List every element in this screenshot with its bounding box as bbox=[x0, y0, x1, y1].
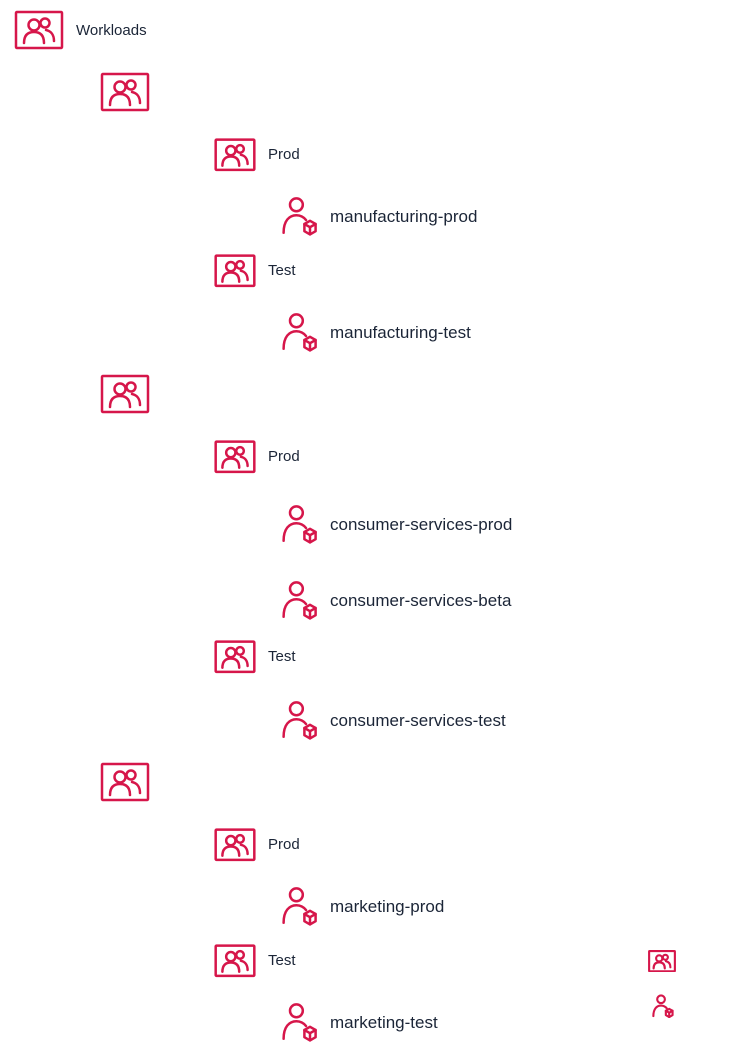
org-unit-label: Test bbox=[268, 649, 296, 664]
account-icon bbox=[278, 1002, 318, 1047]
account-label: marketing-prod bbox=[330, 898, 444, 915]
account-icon bbox=[278, 886, 318, 931]
account-icon bbox=[278, 504, 318, 549]
org-unit-label: Prod bbox=[268, 449, 300, 464]
org-unit-label: Prod bbox=[268, 837, 300, 852]
account-label: consumer-services-prod bbox=[330, 516, 512, 533]
org-unit-icon bbox=[214, 440, 256, 479]
org-unit-label: Test bbox=[268, 263, 296, 278]
account-icon bbox=[278, 312, 318, 357]
account-label: consumer-services-beta bbox=[330, 592, 511, 609]
account-label: manufacturing-prod bbox=[330, 208, 477, 225]
org-unit-icon bbox=[214, 944, 256, 983]
legend-account-icon bbox=[650, 994, 674, 1023]
org-tree-diagram: Workloads Prod manufacturing-prod Test bbox=[0, 0, 737, 1050]
org-unit-icon bbox=[214, 828, 256, 867]
account-icon bbox=[278, 580, 318, 625]
org-unit-icon bbox=[214, 254, 256, 293]
org-unit-icon bbox=[214, 640, 256, 679]
account-icon bbox=[278, 700, 318, 745]
account-label: consumer-services-test bbox=[330, 712, 506, 729]
org-unit-label: Prod bbox=[268, 147, 300, 162]
org-unit-label: Test bbox=[268, 953, 296, 968]
org-unit-label: Workloads bbox=[76, 23, 147, 38]
org-unit-icon bbox=[100, 72, 150, 117]
account-icon bbox=[278, 196, 318, 241]
account-label: marketing-test bbox=[330, 1014, 438, 1031]
org-unit-icon bbox=[214, 138, 256, 177]
legend-org-unit-icon bbox=[648, 950, 676, 977]
org-unit-icon bbox=[100, 374, 150, 419]
org-unit-icon bbox=[14, 10, 64, 55]
org-unit-icon bbox=[100, 762, 150, 807]
account-label: manufacturing-test bbox=[330, 324, 471, 341]
